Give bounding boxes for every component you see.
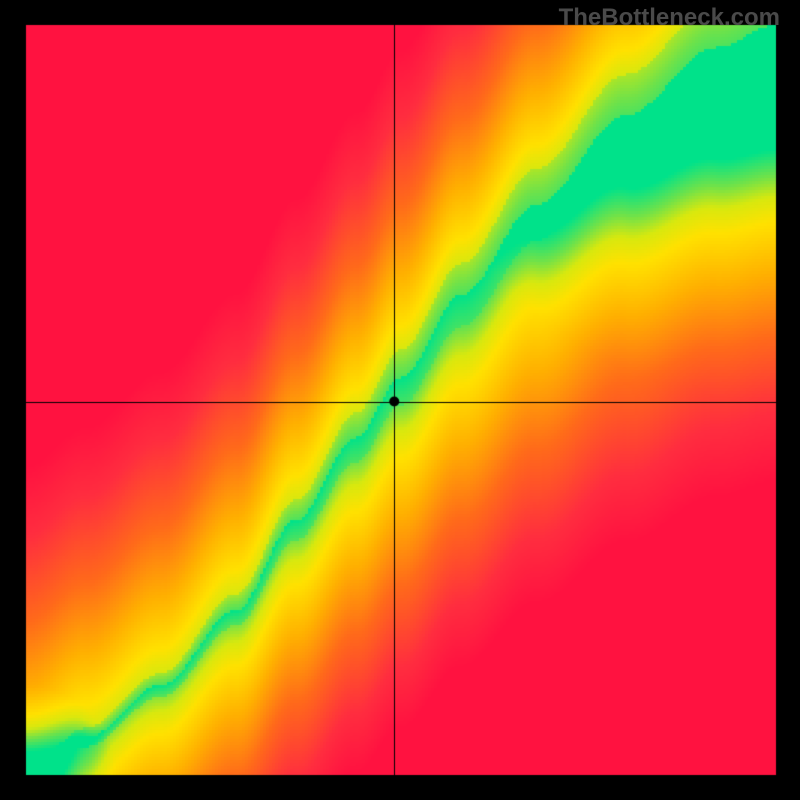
bottleneck-heatmap: [0, 0, 800, 800]
chart-container: TheBottleneck.com: [0, 0, 800, 800]
watermark-text: TheBottleneck.com: [559, 4, 780, 32]
